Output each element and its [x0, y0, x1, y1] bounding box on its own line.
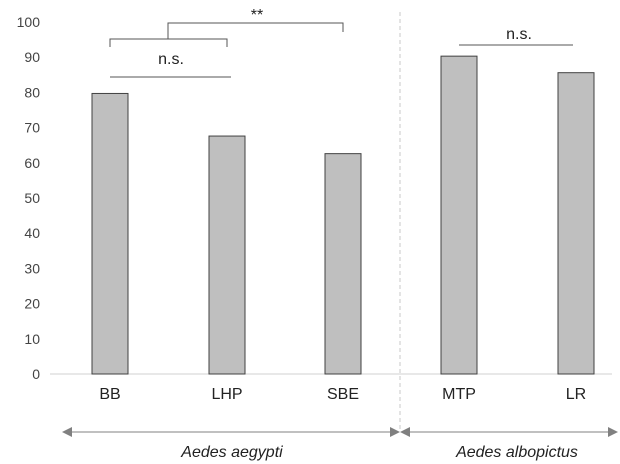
bars [91, 55, 595, 375]
bar-bb [91, 92, 129, 375]
y-tick-label: 80 [24, 84, 40, 100]
group-label-aegypti: Aedes aegypti [180, 444, 283, 461]
y-tick-label: 50 [24, 190, 40, 206]
arrowhead-right-icon [390, 427, 400, 437]
x-tick-label: LR [566, 386, 586, 403]
arrowhead-left-icon [62, 427, 72, 437]
y-tick-label: 100 [17, 14, 41, 30]
arrowhead-right-icon [608, 427, 618, 437]
significance-label-ns-mtp-lr: n.s. [506, 26, 532, 43]
bar-sbe [324, 153, 362, 375]
bar-mtp [440, 55, 478, 375]
bracket-bb-vs-lhp-sbe [109, 22, 344, 47]
y-tick-label: 40 [24, 225, 40, 241]
y-tick-label: 20 [24, 296, 40, 312]
y-tick-label: 0 [32, 366, 40, 382]
significance-label-ns-bb-lhp: n.s. [158, 51, 184, 68]
significance-annotations [109, 22, 573, 78]
x-tick-label: MTP [442, 386, 476, 403]
y-tick-label: 60 [24, 155, 40, 171]
arrowheads [62, 427, 618, 437]
x-axis-labels: BB LHP SBE MTP LR [99, 386, 586, 403]
bar-lr [557, 72, 595, 375]
x-tick-label: LHP [211, 386, 242, 403]
x-tick-label: SBE [327, 386, 359, 403]
x-tick-label: BB [99, 386, 120, 403]
y-tick-label: 10 [24, 331, 40, 347]
group-label-albopictus: Aedes albopictus [455, 444, 578, 461]
y-tick-label: 30 [24, 260, 40, 276]
y-tick-label: 90 [24, 49, 40, 65]
arrowhead-left-icon [400, 427, 410, 437]
y-tick-label: 70 [24, 120, 40, 136]
bar-lhp [208, 135, 246, 375]
significance-label-double-star: ** [251, 7, 263, 24]
